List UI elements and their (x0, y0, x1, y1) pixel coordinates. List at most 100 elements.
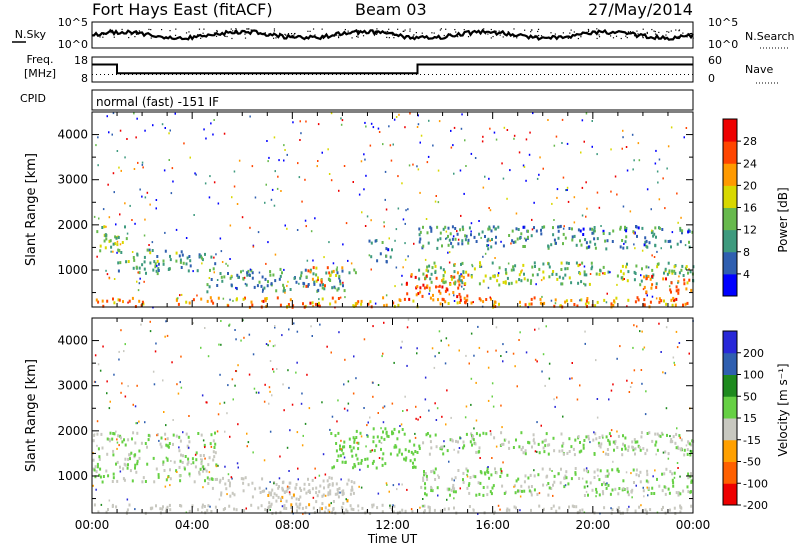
power-data-cell (329, 279, 332, 282)
power-data-cell (588, 282, 591, 286)
power-data-cell (604, 239, 607, 243)
power-data-cell (392, 301, 395, 305)
power-data-cell (612, 304, 615, 307)
power-noise-cell (136, 117, 138, 120)
power-noise-cell (551, 202, 553, 205)
velocity-noise-cell (410, 508, 413, 511)
power-data-cell (188, 301, 191, 305)
velocity-data-cell (414, 465, 417, 469)
power-data-cell (620, 276, 623, 280)
velocity-data-cell (587, 470, 590, 474)
noise-search-point (562, 32, 564, 34)
velocity-noise-cell (226, 412, 228, 415)
velocity-data-cell (663, 472, 666, 476)
power-noise-cell (370, 122, 373, 125)
power-data-cell (571, 235, 574, 239)
velocity-data-cell (323, 486, 325, 490)
velocity-data-cell (109, 431, 112, 435)
velocity-noise-cell (595, 495, 597, 498)
power-data-cell (458, 292, 461, 296)
velocity-noise-cell (237, 364, 239, 367)
power-noise-cell (586, 207, 588, 210)
velocity-data-cell (165, 510, 167, 514)
frequency-left-tick: 18 (74, 54, 88, 67)
velocity-data-cell (472, 434, 475, 438)
power-panel-background (92, 112, 693, 307)
velocity-data-cell (639, 480, 642, 484)
velocity-data-cell (688, 442, 691, 446)
power-data-cell (525, 238, 527, 242)
power-data-cell (206, 299, 209, 303)
power-data-cell (102, 304, 105, 308)
velocity-data-cell (341, 448, 343, 452)
velocity-noise-cell (643, 346, 646, 349)
velocity-noise-cell (296, 361, 298, 364)
power-noise-cell (651, 283, 654, 286)
power-data-cell (236, 273, 239, 277)
power-noise-cell (270, 198, 273, 201)
velocity-data-cell (111, 437, 114, 441)
noise-search-point (499, 34, 501, 36)
power-data-cell (415, 293, 418, 297)
noise-search-point (211, 34, 214, 36)
velocity-data-cell (690, 450, 693, 454)
velocity-noise-cell (639, 330, 641, 333)
noise-search-point (675, 29, 677, 31)
power-noise-cell (111, 133, 113, 136)
velocity-data-cell (593, 470, 596, 474)
velocity-data-cell (689, 490, 692, 494)
noise-search-point (264, 32, 266, 34)
power-data-cell (675, 285, 678, 289)
velocity-noise-cell (206, 401, 208, 404)
velocity-colorbar-tick-label: 50 (743, 390, 757, 403)
noise-search-point (388, 37, 390, 39)
velocity-data-cell (401, 428, 404, 431)
power-data-cell (418, 240, 421, 244)
velocity-data-cell (303, 482, 306, 486)
power-data-cell (554, 298, 557, 302)
power-colorbar-swatch (723, 185, 737, 208)
velocity-data-cell (260, 504, 263, 508)
velocity-data-cell (251, 495, 254, 499)
velocity-noise-cell (377, 384, 380, 386)
power-noise-cell (405, 209, 407, 212)
noise-search-point (658, 31, 660, 34)
power-noise-cell (667, 145, 670, 148)
velocity-data-cell (560, 432, 563, 436)
power-data-cell (341, 266, 344, 270)
velocity-data-cell (489, 490, 492, 494)
velocity-noise-cell (237, 466, 239, 469)
velocity-data-cell (500, 471, 503, 475)
noise-search-point (113, 36, 115, 38)
noise-search-point (588, 29, 590, 31)
power-noise-cell (286, 227, 288, 230)
power-data-cell (113, 301, 116, 305)
velocity-data-cell (434, 478, 437, 481)
velocity-data-cell (474, 442, 477, 446)
velocity-noise-cell (658, 322, 660, 325)
power-data-cell (212, 301, 215, 305)
velocity-data-cell (344, 460, 347, 464)
power-data-cell (644, 236, 647, 240)
velocity-data-cell (477, 481, 480, 485)
velocity-data-cell (583, 494, 586, 497)
velocity-data-cell (609, 492, 612, 496)
velocity-noise-cell (365, 445, 367, 448)
velocity-data-cell (378, 439, 381, 443)
noise-search-point (351, 37, 353, 39)
power-data-cell (688, 278, 691, 282)
power-data-cell (511, 229, 514, 233)
velocity-data-cell (566, 451, 569, 455)
velocity-data-cell (649, 508, 652, 512)
velocity-data-cell (599, 469, 602, 473)
power-data-cell (264, 277, 267, 281)
velocity-data-cell (467, 483, 470, 487)
velocity-noise-cell (102, 345, 104, 348)
velocity-data-cell (357, 441, 360, 445)
velocity-data-cell (623, 488, 626, 491)
power-data-cell (117, 269, 120, 273)
power-noise-cell (280, 190, 282, 192)
power-noise-cell (393, 118, 396, 121)
velocity-noise-cell (331, 415, 334, 418)
power-noise-cell (401, 283, 403, 286)
